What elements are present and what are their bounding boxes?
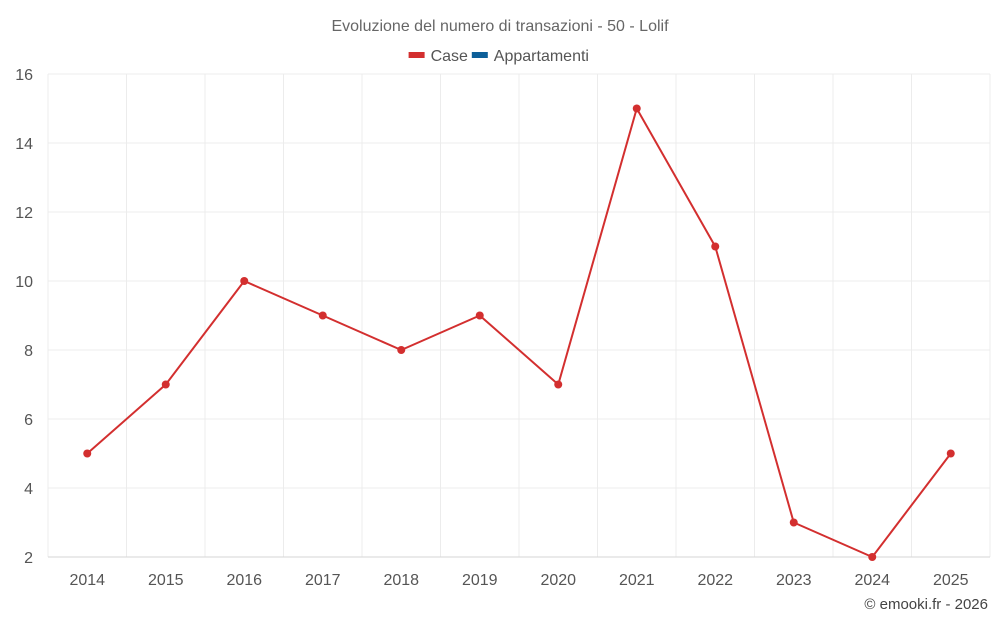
y-tick-label: 16 — [15, 67, 33, 84]
x-tick-label: 2022 — [697, 572, 733, 589]
legend-swatch-0 — [408, 52, 425, 58]
legend-label-1[interactable]: Appartamenti — [494, 48, 589, 65]
y-axis: 2 4 6 8 10 12 14 16 — [15, 67, 33, 567]
data-point[interactable] — [318, 311, 327, 320]
x-tick-label: 2018 — [383, 572, 419, 589]
y-tick-label: 6 — [24, 412, 33, 429]
series-layer — [83, 104, 955, 561]
legend-label-0[interactable]: Case — [431, 48, 468, 65]
data-point[interactable] — [83, 449, 92, 458]
legend-swatch-1 — [471, 52, 488, 58]
credit: © emooki.fr - 2026 — [864, 596, 988, 613]
x-tick-label: 2025 — [933, 572, 969, 589]
x-tick-label: 2024 — [854, 572, 890, 589]
y-tick-label: 14 — [15, 136, 33, 153]
data-point[interactable] — [946, 449, 955, 458]
data-point[interactable] — [475, 311, 484, 320]
data-point[interactable] — [789, 518, 798, 527]
x-tick-label: 2023 — [776, 572, 812, 589]
data-point[interactable] — [397, 346, 406, 354]
data-point[interactable] — [632, 104, 641, 113]
x-tick-label: 2021 — [619, 572, 655, 589]
data-point[interactable] — [711, 242, 720, 251]
y-tick-label: 2 — [24, 550, 33, 567]
data-point[interactable] — [161, 380, 170, 389]
x-tick-label: 2019 — [462, 572, 498, 589]
y-tick-label: 10 — [15, 274, 33, 291]
data-point[interactable] — [240, 277, 249, 285]
chart-title: Evoluzione del numero di transazioni - 5… — [331, 18, 669, 35]
x-tick-label: 2016 — [226, 572, 262, 589]
y-tick-label: 4 — [24, 481, 33, 498]
x-tick-label: 2014 — [69, 572, 105, 589]
y-tick-label: 12 — [15, 205, 33, 222]
series-line-case — [86, 107, 952, 558]
x-tick-label: 2015 — [148, 572, 184, 589]
legend: Case Appartamenti — [408, 48, 589, 65]
y-tick-label: 8 — [24, 343, 33, 360]
data-point[interactable] — [554, 380, 563, 389]
x-tick-label: 2020 — [540, 572, 576, 589]
x-tick-label: 2017 — [305, 572, 341, 589]
data-point[interactable] — [868, 553, 877, 561]
grid — [47, 73, 991, 558]
x-axis: 2014 2015 2016 2017 2018 2019 2020 2021 2022 2023… — [69, 572, 968, 589]
